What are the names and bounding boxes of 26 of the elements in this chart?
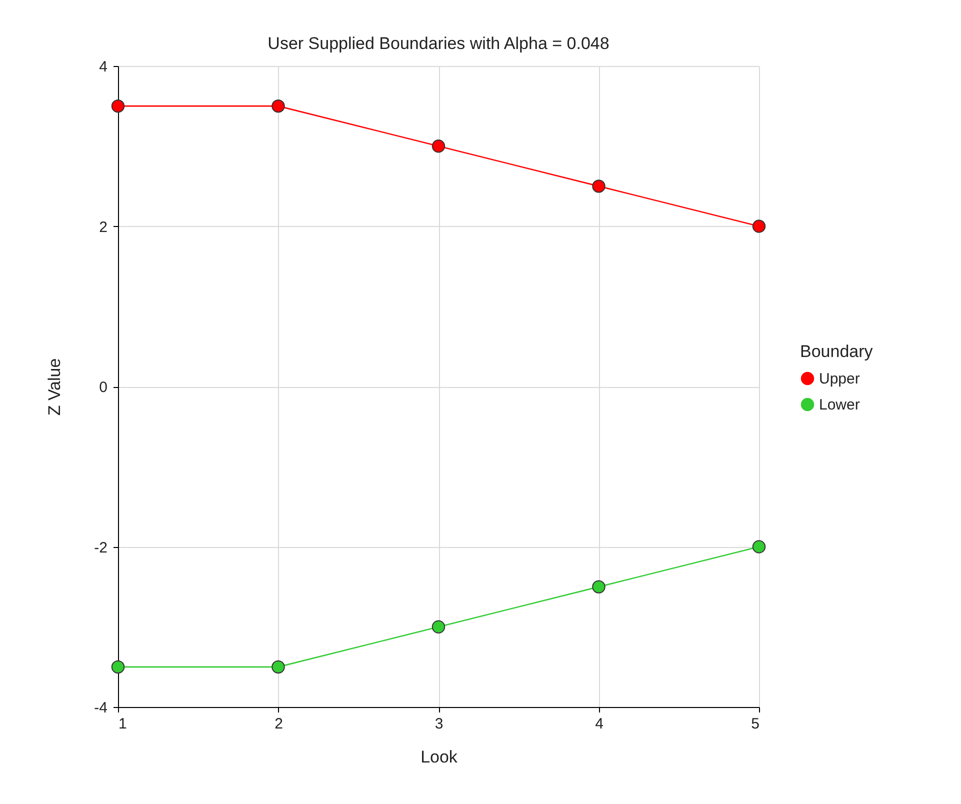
point bbox=[752, 220, 766, 233]
legend-title: Boundary bbox=[800, 342, 874, 361]
y-axis-title: Z Value bbox=[45, 358, 64, 416]
x-tick-label: 4 bbox=[595, 716, 604, 732]
legend-label: Upper bbox=[819, 370, 860, 388]
y-tick-label: -2 bbox=[94, 539, 108, 556]
point bbox=[272, 660, 285, 674]
point bbox=[592, 180, 606, 193]
point bbox=[432, 620, 446, 634]
x-axis-title: Look bbox=[420, 748, 458, 766]
point bbox=[592, 580, 606, 594]
y-tick-label: 4 bbox=[99, 58, 108, 76]
y-tick-label: 2 bbox=[99, 218, 108, 236]
x-tick-label: 1 bbox=[118, 716, 127, 732]
point bbox=[272, 99, 285, 113]
x-tick-label: 5 bbox=[751, 716, 760, 732]
point bbox=[111, 99, 125, 113]
point bbox=[111, 660, 125, 674]
x-tick-label: 3 bbox=[434, 716, 444, 732]
chart-title: User Supplied Boundaries with Alpha = 0.048 bbox=[268, 34, 610, 53]
y-tick-label: 0 bbox=[99, 379, 108, 396]
x-tick-label: 2 bbox=[274, 716, 283, 732]
legend-label: Lower bbox=[819, 396, 860, 414]
y-tick-label: -4 bbox=[94, 700, 108, 716]
point bbox=[752, 540, 766, 554]
point bbox=[432, 140, 446, 153]
